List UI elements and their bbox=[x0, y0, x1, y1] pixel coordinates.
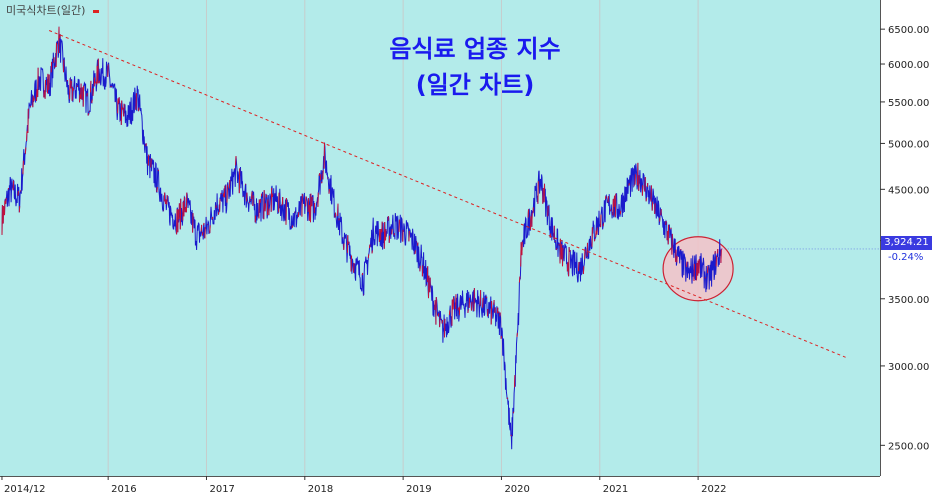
series-label: 미국식차트(일간) bbox=[6, 2, 99, 18]
x-tick-label: 2017 bbox=[209, 484, 234, 495]
y-tick-label: 3500.00 bbox=[888, 295, 929, 306]
x-tick-label: 2020 bbox=[504, 484, 529, 495]
x-tick-label: 2014/12 bbox=[4, 484, 46, 495]
x-tick-label: 2019 bbox=[406, 484, 431, 495]
y-tick-label: 3000.00 bbox=[888, 362, 929, 373]
last-price-badge: 3,924.21 bbox=[881, 236, 932, 250]
x-tick-label: 2018 bbox=[308, 484, 333, 495]
y-tick-label: 6000.00 bbox=[888, 60, 929, 71]
chart-subtitle: (일간 차트) bbox=[415, 71, 535, 99]
y-tick-label: 4500.00 bbox=[888, 185, 929, 196]
x-tick-label: 2022 bbox=[701, 484, 726, 495]
chart-title: 음식료 업종 지수 bbox=[389, 35, 561, 63]
plot-area bbox=[0, 0, 880, 476]
x-tick-label: 2016 bbox=[111, 484, 136, 495]
x-tick-label: 2021 bbox=[603, 484, 628, 495]
series-color-swatch bbox=[92, 9, 99, 13]
y-tick-label: 2500.00 bbox=[888, 441, 929, 452]
y-tick-label: 5000.00 bbox=[888, 139, 929, 150]
y-tick-label: 6500.00 bbox=[888, 25, 929, 36]
y-tick-label: 5500.00 bbox=[888, 98, 929, 109]
last-change-label: -0.24% bbox=[888, 252, 924, 263]
